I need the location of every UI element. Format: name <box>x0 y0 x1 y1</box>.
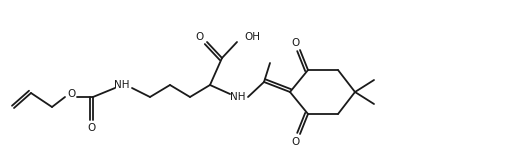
Text: O: O <box>196 32 204 42</box>
Text: NH: NH <box>230 92 246 102</box>
Text: OH: OH <box>244 32 260 42</box>
Text: O: O <box>291 137 299 147</box>
Text: O: O <box>291 38 299 48</box>
Text: NH: NH <box>114 80 130 90</box>
Text: O: O <box>88 123 96 133</box>
Text: O: O <box>67 89 75 99</box>
